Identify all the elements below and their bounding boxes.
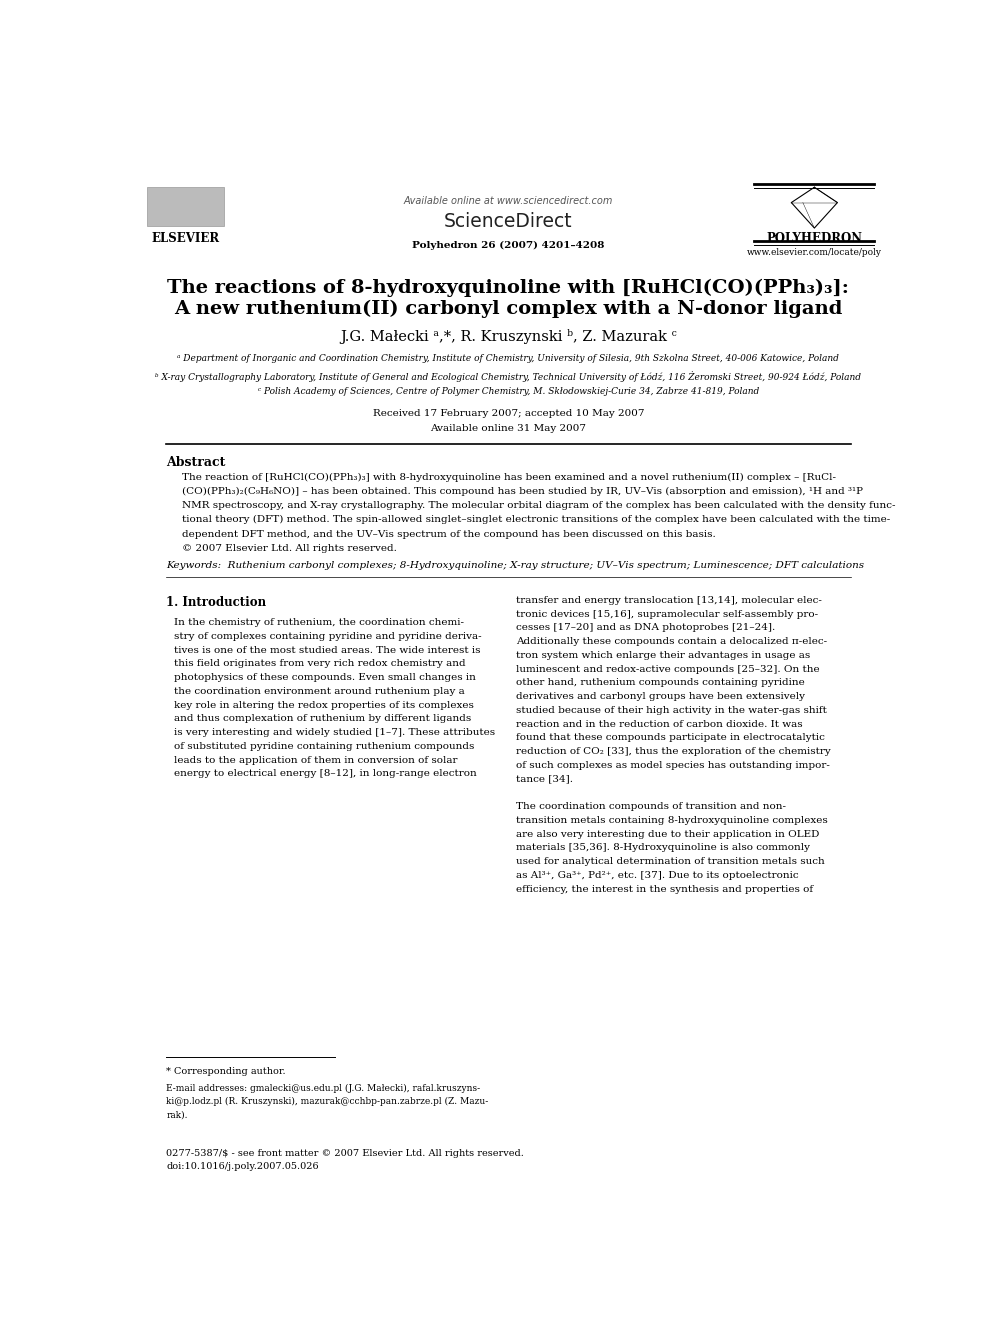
Text: this field originates from very rich redox chemistry and: this field originates from very rich red… [174,659,465,668]
Text: is very interesting and widely studied [1–7]. These attributes: is very interesting and widely studied [… [174,728,495,737]
Text: rak).: rak). [167,1110,187,1119]
Text: tance [34].: tance [34]. [516,774,573,783]
Text: Available online at www.sciencedirect.com: Available online at www.sciencedirect.co… [404,196,613,206]
Text: * Corresponding author.: * Corresponding author. [167,1068,286,1077]
Text: The reaction of [RuHCl(CO)(PPh₃)₃] with 8-hydroxyquinoline has been examined and: The reaction of [RuHCl(CO)(PPh₃)₃] with … [182,472,835,482]
Text: A new ruthenium(II) carbonyl complex with a N-donor ligand: A new ruthenium(II) carbonyl complex wit… [175,299,842,318]
Text: Abstract: Abstract [167,456,225,470]
Text: dependent DFT method, and the UV–Vis spectrum of the compound has been discussed: dependent DFT method, and the UV–Vis spe… [182,529,715,538]
Text: studied because of their high activity in the water-gas shift: studied because of their high activity i… [516,705,827,714]
Text: Polyhedron 26 (2007) 4201–4208: Polyhedron 26 (2007) 4201–4208 [413,241,604,250]
Text: key role in altering the redox properties of its complexes: key role in altering the redox propertie… [174,701,474,709]
Text: tronic devices [15,16], supramolecular self-assembly pro-: tronic devices [15,16], supramolecular s… [516,610,818,619]
Text: © 2007 Elsevier Ltd. All rights reserved.: © 2007 Elsevier Ltd. All rights reserved… [182,544,397,553]
Text: the coordination environment around ruthenium play a: the coordination environment around ruth… [174,687,464,696]
Text: Keywords:  Ruthenium carbonyl complexes; 8-Hydroxyquinoline; X-ray structure; UV: Keywords: Ruthenium carbonyl complexes; … [167,561,864,570]
Text: efficiency, the interest in the synthesis and properties of: efficiency, the interest in the synthesi… [516,885,813,893]
Text: tron system which enlarge their advantages in usage as: tron system which enlarge their advantag… [516,651,810,660]
Text: J.G. Małecki ᵃ,*, R. Kruszynski ᵇ, Z. Mazurak ᶜ: J.G. Małecki ᵃ,*, R. Kruszynski ᵇ, Z. Ma… [340,329,677,344]
Text: 1. Introduction: 1. Introduction [167,595,267,609]
Text: Available online 31 May 2007: Available online 31 May 2007 [431,423,586,433]
Text: derivatives and carbonyl groups have been extensively: derivatives and carbonyl groups have bee… [516,692,806,701]
Text: POLYHEDRON: POLYHEDRON [767,232,862,245]
Text: of substituted pyridine containing ruthenium compounds: of substituted pyridine containing ruthe… [174,742,474,751]
Text: transfer and energy translocation [13,14], molecular elec-: transfer and energy translocation [13,14… [516,595,822,605]
Text: E-mail addresses: gmalecki@us.edu.pl (J.G. Małecki), rafal.kruszyns-: E-mail addresses: gmalecki@us.edu.pl (J.… [167,1084,480,1093]
Text: 0277-5387/$ - see front matter © 2007 Elsevier Ltd. All rights reserved.: 0277-5387/$ - see front matter © 2007 El… [167,1148,524,1158]
Text: transition metals containing 8-hydroxyquinoline complexes: transition metals containing 8-hydroxyqu… [516,816,828,824]
Text: photophysics of these compounds. Even small changes in: photophysics of these compounds. Even sm… [174,673,476,683]
Text: other hand, ruthenium compounds containing pyridine: other hand, ruthenium compounds containi… [516,679,805,688]
Text: ᵇ X-ray Crystallography Laboratory, Institute of General and Ecological Chemistr: ᵇ X-ray Crystallography Laboratory, Inst… [156,370,861,381]
Text: The reactions of 8-hydroxyquinoline with [RuHCl(CO)(PPh₃)₃]:: The reactions of 8-hydroxyquinoline with… [168,279,849,298]
Text: doi:10.1016/j.poly.2007.05.026: doi:10.1016/j.poly.2007.05.026 [167,1162,318,1171]
Text: of such complexes as model species has outstanding impor-: of such complexes as model species has o… [516,761,830,770]
Text: ᵃ Department of Inorganic and Coordination Chemistry, Institute of Chemistry, Un: ᵃ Department of Inorganic and Coordinati… [178,355,839,364]
Text: energy to electrical energy [8–12], in long-range electron: energy to electrical energy [8–12], in l… [174,770,477,778]
Text: are also very interesting due to their application in OLED: are also very interesting due to their a… [516,830,819,839]
Text: ELSEVIER: ELSEVIER [152,232,219,245]
Text: reaction and in the reduction of carbon dioxide. It was: reaction and in the reduction of carbon … [516,720,803,729]
Text: In the chemistry of ruthenium, the coordination chemi-: In the chemistry of ruthenium, the coord… [174,618,464,627]
Text: cesses [17–20] and as DNA photoprobes [21–24].: cesses [17–20] and as DNA photoprobes [2… [516,623,776,632]
Text: ScienceDirect: ScienceDirect [444,212,572,230]
Text: as Al³⁺, Ga³⁺, Pd²⁺, etc. [37]. Due to its optoelectronic: as Al³⁺, Ga³⁺, Pd²⁺, etc. [37]. Due to i… [516,871,799,880]
Text: and thus complexation of ruthenium by different ligands: and thus complexation of ruthenium by di… [174,714,471,724]
Text: luminescent and redox-active compounds [25–32]. On the: luminescent and redox-active compounds [… [516,664,819,673]
Text: materials [35,36]. 8-Hydroxyquinoline is also commonly: materials [35,36]. 8-Hydroxyquinoline is… [516,843,810,852]
Text: ki@p.lodz.pl (R. Kruszynski), mazurak@cchbp-pan.zabrze.pl (Z. Mazu-: ki@p.lodz.pl (R. Kruszynski), mazurak@cc… [167,1097,488,1106]
Text: tional theory (DFT) method. The spin-allowed singlet–singlet electronic transiti: tional theory (DFT) method. The spin-all… [182,516,890,524]
Text: Additionally these compounds contain a delocalized π-elec-: Additionally these compounds contain a d… [516,638,827,646]
Bar [147,188,224,226]
Text: found that these compounds participate in electrocatalytic: found that these compounds participate i… [516,733,825,742]
Text: reduction of CO₂ [33], thus the exploration of the chemistry: reduction of CO₂ [33], thus the explorat… [516,747,831,755]
Text: Received 17 February 2007; accepted 10 May 2007: Received 17 February 2007; accepted 10 M… [373,409,644,418]
Text: The coordination compounds of transition and non-: The coordination compounds of transition… [516,802,786,811]
Text: leads to the application of them in conversion of solar: leads to the application of them in conv… [174,755,457,765]
Text: used for analytical determination of transition metals such: used for analytical determination of tra… [516,857,824,867]
Text: stry of complexes containing pyridine and pyridine deriva-: stry of complexes containing pyridine an… [174,632,481,640]
Text: ᶜ Polish Academy of Sciences, Centre of Polymer Chemistry, M. Skłodowskiej-Curie: ᶜ Polish Academy of Sciences, Centre of … [258,386,759,396]
Text: www.elsevier.com/locate/poly: www.elsevier.com/locate/poly [747,249,882,258]
Text: (CO)(PPh₃)₂(C₉H₆NO)] – has been obtained. This compound has been studied by IR, : (CO)(PPh₃)₂(C₉H₆NO)] – has been obtained… [182,487,863,496]
Text: tives is one of the most studied areas. The wide interest is: tives is one of the most studied areas. … [174,646,480,655]
Text: NMR spectroscopy, and X-ray crystallography. The molecular orbital diagram of th: NMR spectroscopy, and X-ray crystallogra… [182,501,895,511]
